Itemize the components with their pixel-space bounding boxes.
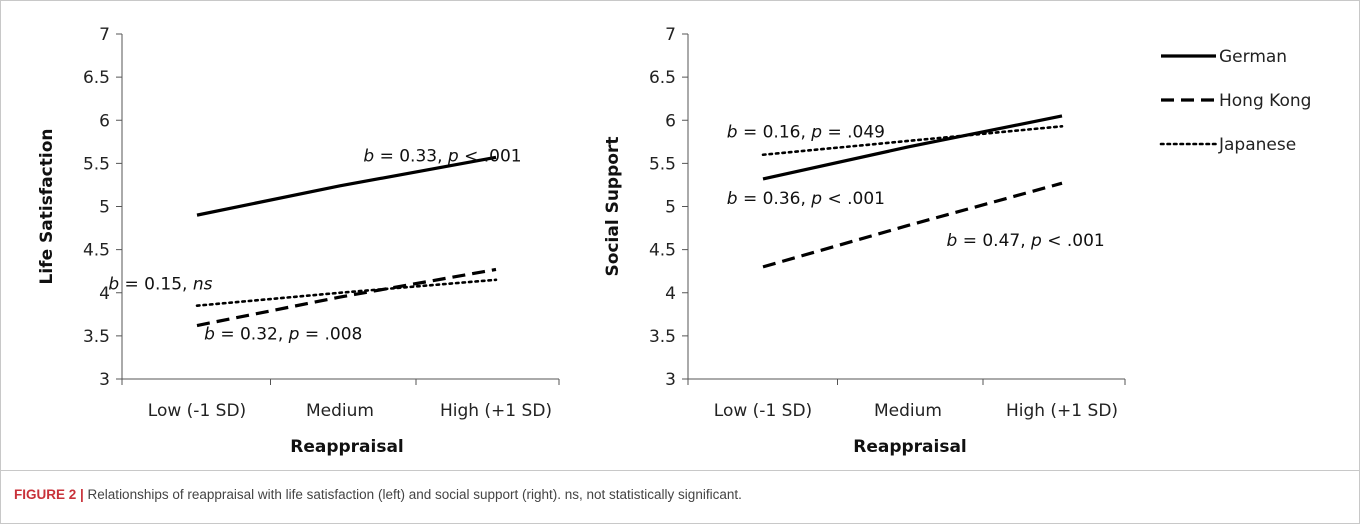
legend: German Hong Kong Japanese — [1159, 47, 1311, 155]
regression-annotation: b = 0.47, p < .001 — [947, 231, 1105, 251]
y-tick-label: 6.5 — [83, 68, 110, 88]
y-tick-label: 4.5 — [83, 241, 110, 261]
chart-panel-right: 3 3.5 4 4.5 5 5.5 6 6.5 7 Low (-1 SD) Medium High (… — [603, 25, 1126, 457]
y-tick-label: 4.5 — [649, 241, 676, 261]
y-tick-label: 6.5 — [649, 68, 676, 88]
series-line-german — [196, 155, 497, 217]
y-tick-label: 5 — [665, 198, 676, 218]
regression-annotation: b = 0.15, ns — [108, 274, 212, 294]
y-tick-label: 7 — [99, 25, 110, 45]
series-line-japanese — [195, 278, 498, 307]
y-tick-label: 3.5 — [649, 327, 676, 347]
caption-text: Relationships of reappraisal with life s… — [83, 487, 742, 502]
series-line-hong-kong — [196, 267, 497, 328]
y-tick-label: 5.5 — [649, 154, 676, 174]
y-tick-label: 5 — [99, 198, 110, 218]
y-tick-label: 4 — [665, 284, 676, 304]
y-tick-label: 3 — [665, 370, 676, 390]
legend-label: Japanese — [1218, 135, 1296, 155]
regression-annotation: b = 0.33, p < .001 — [363, 147, 521, 167]
x-tick-label: High (+1 SD) — [1006, 401, 1118, 421]
series-line-german — [762, 114, 1063, 181]
figure-caption: FIGURE 2 | Relationships of reappraisal … — [14, 487, 1344, 502]
y-tick-label: 5.5 — [83, 154, 110, 174]
y-tick-label: 3.5 — [83, 327, 110, 347]
x-tick-label: Medium — [306, 401, 374, 421]
y-tick-label: 4 — [99, 284, 110, 304]
y-tick-label: 6 — [99, 111, 110, 131]
y-tick-label: 3 — [99, 370, 110, 390]
regression-annotation: b = 0.16, p = .049 — [727, 123, 885, 143]
x-axis-title: Reappraisal — [853, 437, 967, 457]
x-axis-title: Reappraisal — [290, 437, 404, 457]
figure-chart: 3 3.5 4 4.5 5 5.5 6 6.5 7 Low (-1 SD) Medium High (… — [37, 25, 1311, 457]
y-tick-label: 6 — [665, 111, 676, 131]
regression-annotation: b = 0.36, p < .001 — [727, 189, 885, 209]
x-tick-label: High (+1 SD) — [440, 401, 552, 421]
x-tick-label: Low (-1 SD) — [148, 401, 246, 421]
y-axis-title: Life Satisfaction — [37, 129, 57, 285]
x-tick-label: Medium — [874, 401, 942, 421]
caption-label: FIGURE 2 | — [14, 487, 84, 502]
series-line-japanese — [761, 124, 1064, 157]
legend-label: German — [1219, 47, 1287, 67]
y-axis-title: Social Support — [603, 137, 623, 277]
caption-divider — [0, 470, 1360, 471]
legend-label: Hong Kong — [1219, 91, 1311, 111]
y-tick-label: 7 — [665, 25, 676, 45]
chart-panel-left: 3 3.5 4 4.5 5 5.5 6 6.5 7 Low (-1 SD) Medium High (… — [37, 25, 560, 457]
series-line-hong-kong — [762, 181, 1063, 269]
regression-annotation: b = 0.32, p = .008 — [204, 324, 362, 344]
x-tick-label: Low (-1 SD) — [714, 401, 812, 421]
